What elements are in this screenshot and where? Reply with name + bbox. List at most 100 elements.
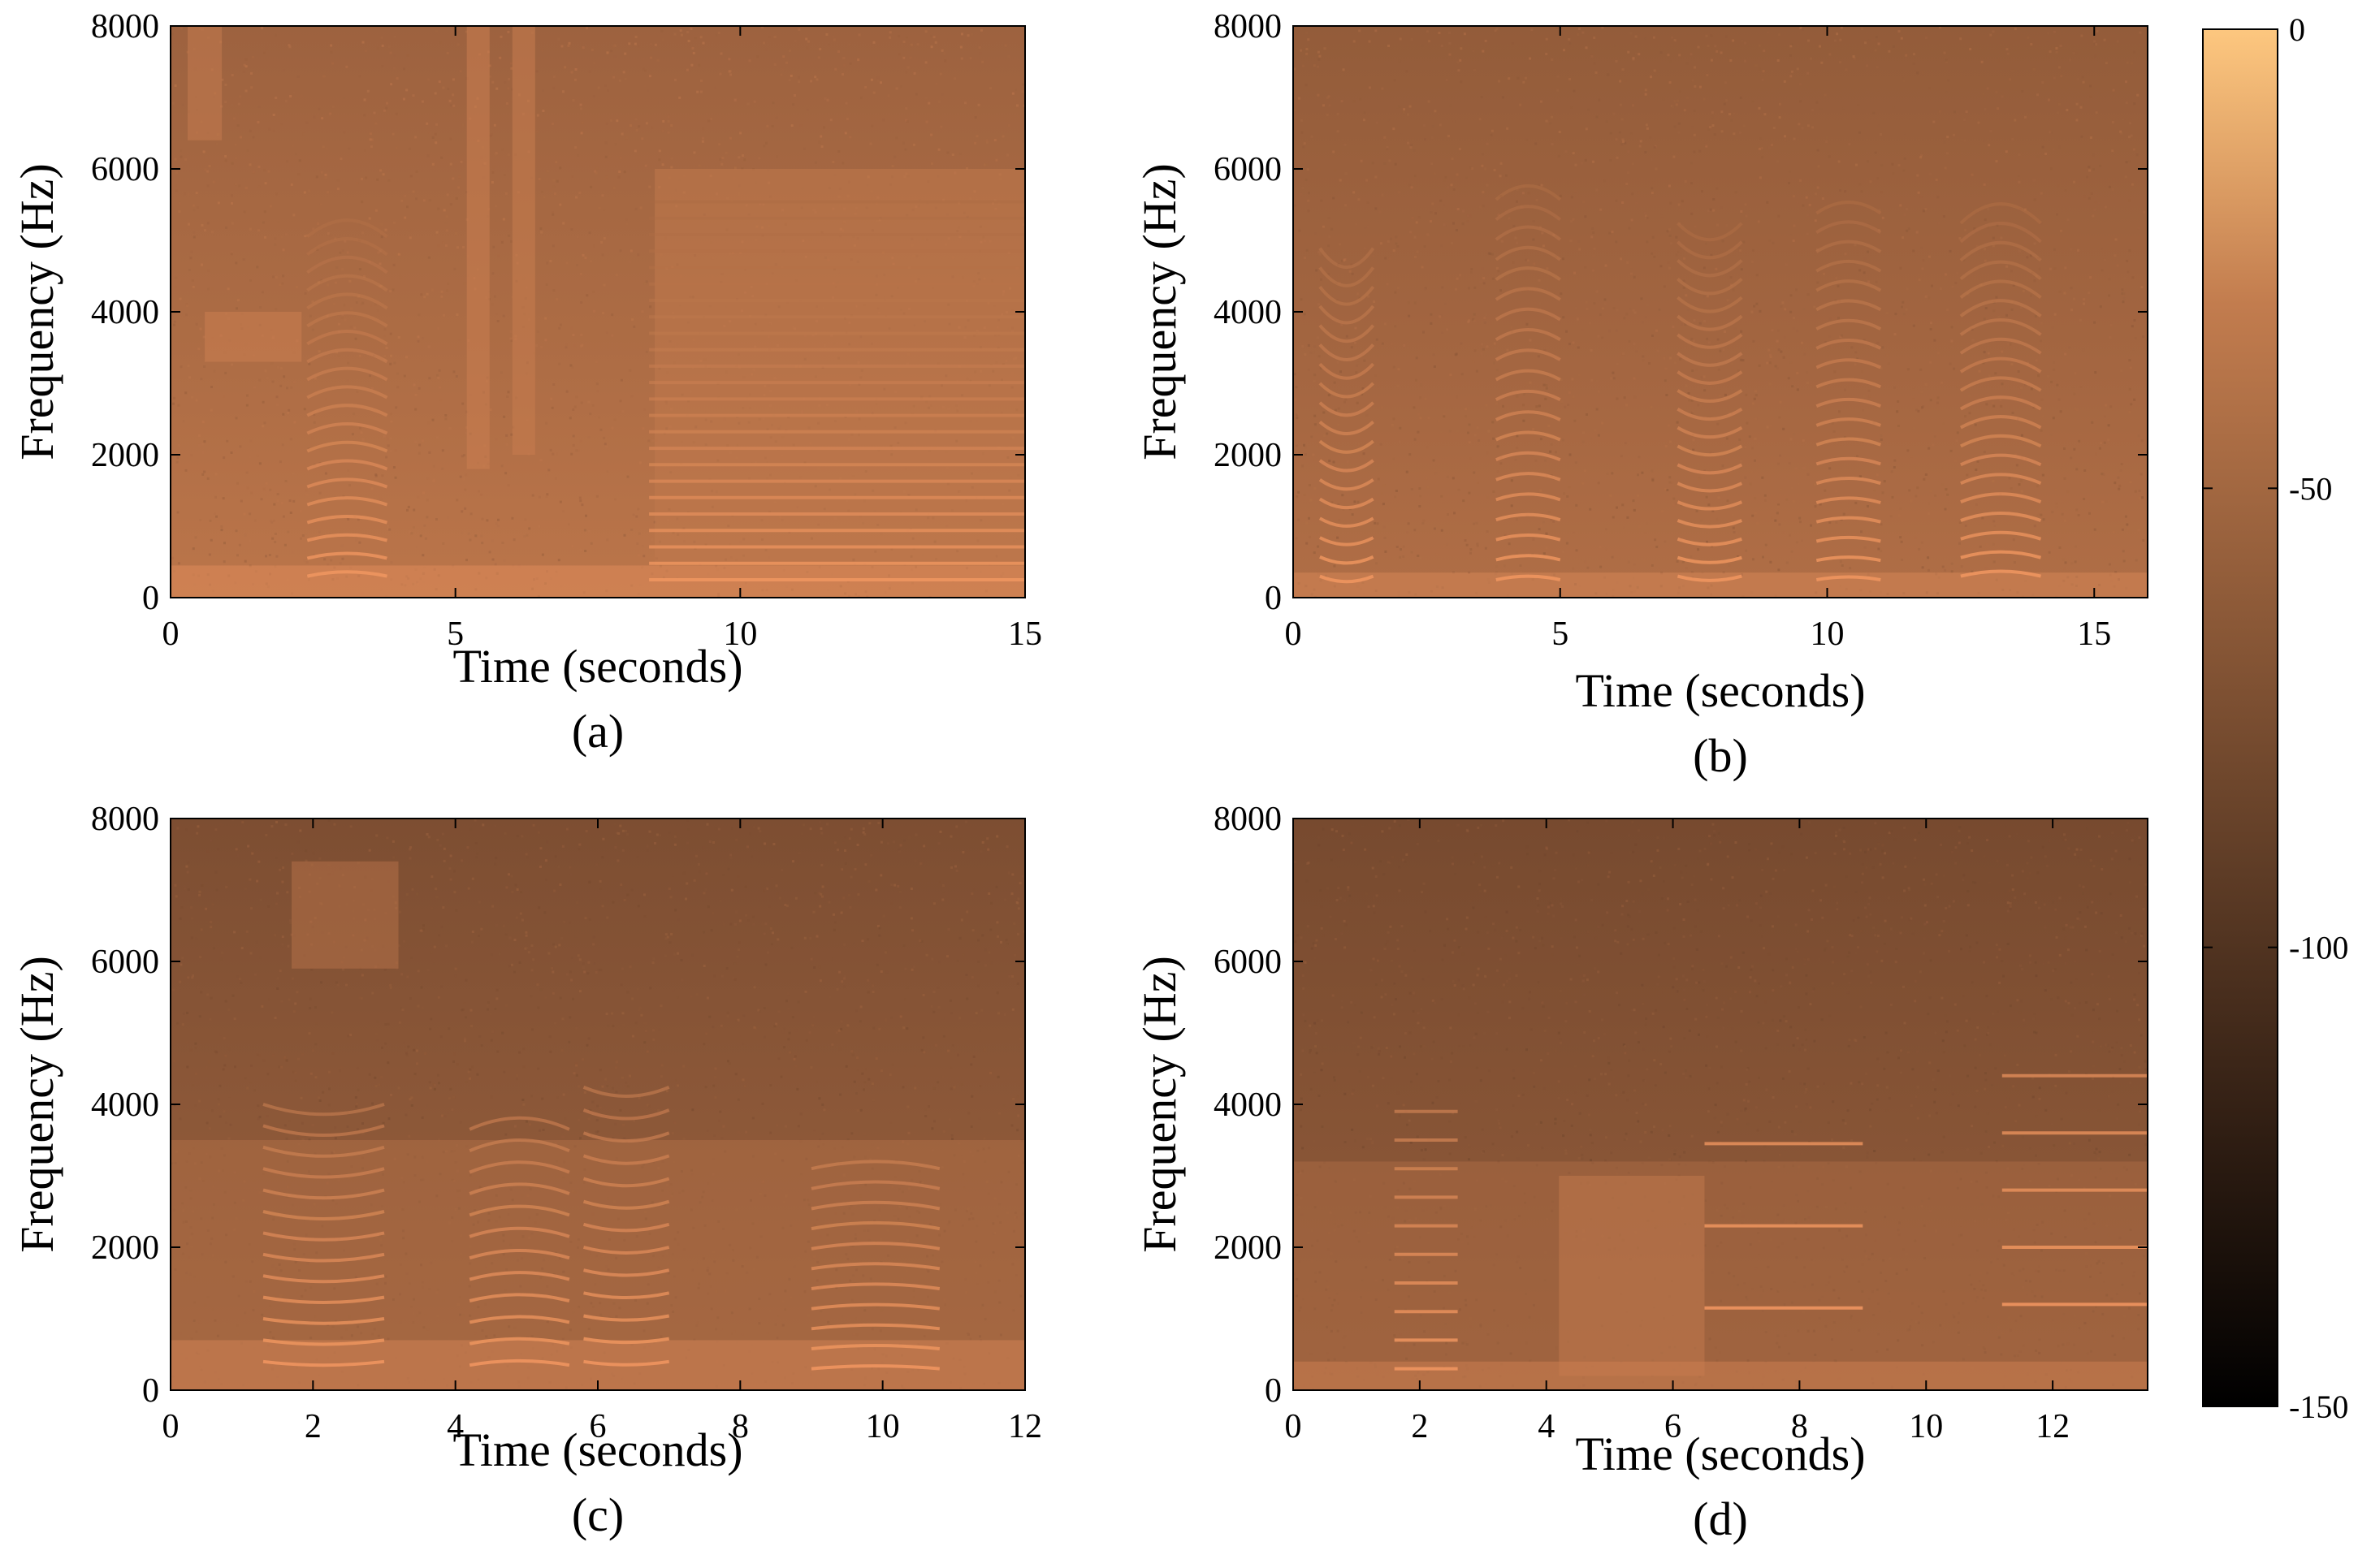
harmonic-line <box>306 422 388 435</box>
harmonic-line <box>262 1124 385 1137</box>
harmonic-line <box>1495 205 1562 222</box>
energy-band <box>466 26 490 469</box>
harmonic-line <box>1495 554 1561 562</box>
x-tick-label: 15 <box>1008 616 1042 653</box>
y-axis-title: Frequency (Hz) <box>11 956 63 1253</box>
harmonic-line <box>1959 337 2042 355</box>
x-tick-label: 10 <box>866 1408 900 1445</box>
spectrogram-panel-b: 0 2000 4000 6000 8000 0 5 10 15 Time (seconds) Fre… <box>1133 8 2148 782</box>
x-tick-label: 4 <box>447 1408 464 1445</box>
harmonic-line <box>1960 473 2042 486</box>
harmonic-line <box>1495 430 1561 442</box>
harmonic-line <box>1960 530 2042 541</box>
harmonic-line <box>1959 222 2042 244</box>
harmonic-line <box>582 1199 670 1210</box>
harmonic-line <box>1318 478 1374 491</box>
harmonic-line <box>811 1364 940 1371</box>
harmonic-line <box>582 1222 670 1233</box>
energy-band <box>1293 1361 2148 1390</box>
spectrogram-image <box>171 26 1025 598</box>
harmonic-line <box>1960 492 2042 503</box>
harmonic-line <box>1959 395 2042 411</box>
harmonic-line <box>1495 225 1562 241</box>
harmonic-line <box>1677 259 1743 278</box>
harmonic-line <box>1677 352 1743 367</box>
harmonic-line <box>1815 456 1881 466</box>
harmonic-line <box>583 1337 670 1345</box>
colorbar-tick-label: -50 <box>2289 470 2332 507</box>
harmonic-line <box>582 1086 670 1098</box>
y-tick-label: 4000 <box>91 294 159 331</box>
y-tick-label: 0 <box>1265 1372 1282 1410</box>
harmonic-line <box>1495 245 1562 261</box>
harmonic-line <box>582 1108 670 1121</box>
harmonic-line <box>262 1188 385 1200</box>
harmonic-line <box>1959 240 2042 262</box>
harmonic-line <box>1815 378 1882 389</box>
y-tick-label: 2000 <box>91 1229 159 1267</box>
harmonic-line <box>306 533 388 542</box>
spectrogram-panel-d: 0 2000 4000 6000 8000 0 2 4 6 8 10 12 Time (seconds)… <box>1133 801 2148 1545</box>
harmonic-line <box>469 1315 570 1324</box>
harmonic-line <box>1815 397 1882 408</box>
harmonic-line <box>1318 285 1375 306</box>
harmonic-line <box>306 311 388 328</box>
x-tick-label: 15 <box>2077 616 2111 653</box>
harmonic-line <box>1318 362 1375 380</box>
harmonic-line <box>469 1160 570 1174</box>
harmonic-line <box>1677 537 1742 546</box>
harmonic-line <box>1815 417 1882 427</box>
harmonic-line <box>262 1103 385 1117</box>
harmonic-line <box>1677 333 1743 349</box>
harmonic-line <box>583 1268 670 1277</box>
harmonic-line <box>1960 453 2042 467</box>
harmonic-line <box>469 1271 570 1281</box>
harmonic-line <box>1677 408 1743 421</box>
harmonic-line <box>1318 459 1374 473</box>
x-tick-label: 5 <box>447 616 464 653</box>
harmonic-line <box>1815 240 1882 253</box>
harmonic-line <box>1318 266 1375 287</box>
harmonic-line <box>262 1317 385 1325</box>
colorbar-gradient <box>2202 28 2278 1407</box>
harmonic-line <box>1959 202 2042 225</box>
harmonic-line <box>1318 497 1374 510</box>
harmonic-line <box>1495 472 1561 482</box>
harmonic-line <box>811 1343 941 1350</box>
harmonic-line <box>1815 279 1882 292</box>
y-axis-title: Frequency (Hz) <box>1133 163 1186 460</box>
harmonic-line <box>1495 512 1561 522</box>
harmonic-line <box>582 1246 670 1255</box>
harmonic-line <box>1960 512 2042 522</box>
harmonic-line <box>469 1248 570 1260</box>
harmonic-line <box>1676 222 1743 242</box>
harmonic-line <box>306 330 388 346</box>
harmonic-line <box>1815 555 1881 563</box>
x-tick-label: 2 <box>305 1408 322 1445</box>
harmonic-line <box>1677 574 1742 582</box>
panel-caption: (c) <box>572 1488 624 1541</box>
harmonic-line <box>306 551 387 560</box>
harmonic-line <box>1959 434 2042 448</box>
y-tick-label: 8000 <box>91 8 159 45</box>
y-tick-label: 8000 <box>1214 801 1282 838</box>
harmonic-line <box>306 256 388 274</box>
y-tick-label: 0 <box>142 1372 159 1410</box>
harmonic-line <box>1960 569 2041 578</box>
harmonic-line <box>306 515 388 525</box>
y-tick-label: 8000 <box>91 801 159 838</box>
harmonic-line <box>1319 574 1374 584</box>
harmonic-line <box>1318 401 1374 417</box>
x-axis-title: Time (seconds) <box>452 1423 742 1476</box>
harmonic-line <box>582 1131 670 1143</box>
harmonic-line <box>1677 296 1743 313</box>
x-tick-label: 8 <box>732 1408 749 1445</box>
harmonic-line <box>1815 259 1882 273</box>
harmonic-line <box>811 1220 941 1231</box>
harmonic-line <box>469 1359 570 1367</box>
energy-band <box>171 565 1025 598</box>
harmonic-line <box>811 1282 941 1290</box>
y-tick-label: 2000 <box>91 437 159 474</box>
energy-band <box>1293 572 2148 598</box>
harmonic-line <box>1495 451 1561 462</box>
